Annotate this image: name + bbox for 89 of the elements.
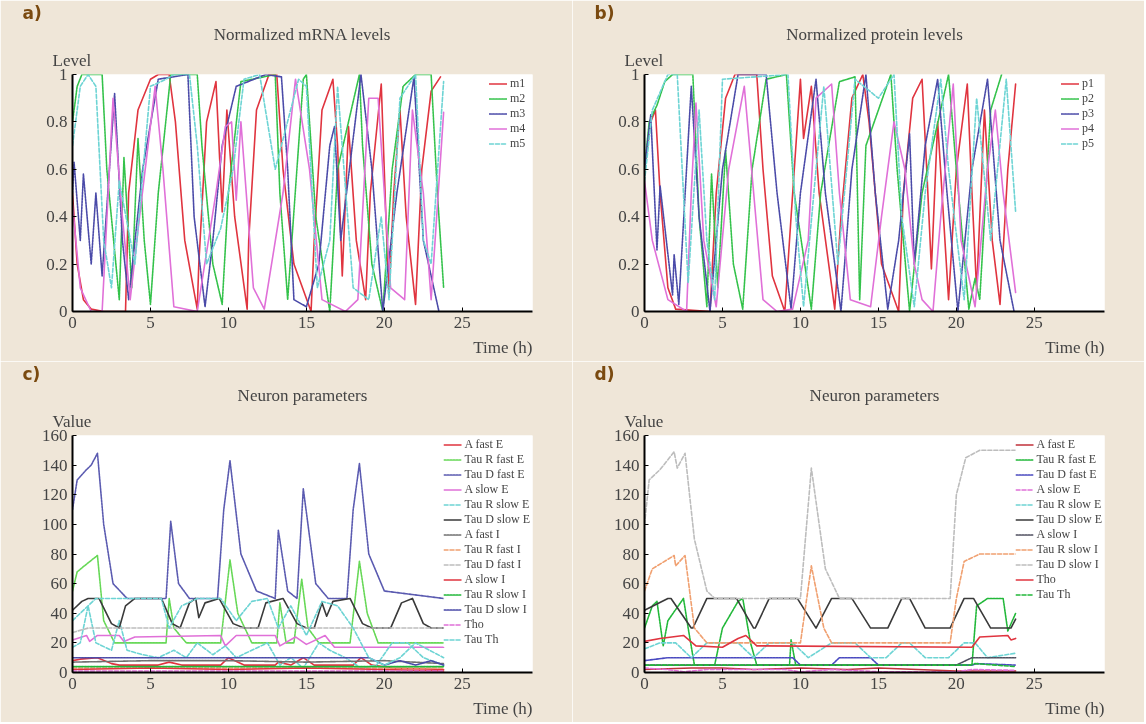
- chart-title: Normalized mRNA levels: [213, 24, 391, 44]
- legend-label: Tau R slow I: [464, 587, 527, 602]
- legend-label: Tau R slow E: [1036, 497, 1102, 512]
- y-tick-label: 140: [614, 455, 640, 475]
- legend-label: p5: [1082, 136, 1095, 151]
- x-tick-label: 5: [146, 673, 155, 693]
- y-tick-label: 40: [622, 603, 640, 623]
- legend-label: Tho: [1036, 572, 1057, 587]
- x-tick-label: 25: [453, 312, 471, 332]
- x-tick-label: 10: [791, 312, 809, 332]
- chart-title: Neuron parameters: [809, 385, 940, 405]
- y-tick-label: 0.2: [46, 254, 68, 274]
- legend-label: p3: [1082, 106, 1095, 121]
- x-tick-label: 25: [453, 673, 471, 693]
- y-tick-label: 100: [614, 514, 640, 534]
- text: d): [594, 363, 615, 384]
- x-tick-label: 20: [375, 673, 393, 693]
- legend-label: m4: [510, 121, 527, 136]
- x-tick-label: 25: [1025, 312, 1043, 332]
- x-tick-label: 15: [297, 673, 315, 693]
- x-tick-label: 20: [947, 673, 965, 693]
- legend-label: m5: [510, 136, 527, 151]
- legend-label: Tau Th: [464, 632, 499, 647]
- y-tick-label: 140: [42, 455, 68, 475]
- x-tick-label: 10: [219, 673, 237, 693]
- legend-label: A slow E: [464, 482, 509, 497]
- legend-label: Tho: [464, 617, 485, 632]
- legend-label: Tau R fast I: [464, 542, 521, 557]
- text: c): [22, 363, 41, 384]
- x-tick-label: 25: [1025, 673, 1043, 693]
- y-tick-label: 0.4: [46, 207, 68, 227]
- legend-label: Tau R fast E: [1036, 452, 1096, 467]
- legend-label: m1: [510, 76, 527, 91]
- x-axis-title: Time (h): [473, 337, 533, 357]
- legend-label: A slow I: [464, 572, 506, 587]
- legend-label: Tau D slow E: [464, 512, 530, 527]
- y-tick-label: 100: [42, 514, 68, 534]
- legend-label: Tau R slow E: [464, 497, 530, 512]
- y-tick-label: 80: [622, 544, 640, 564]
- x-tick-label: 15: [869, 673, 887, 693]
- legend-label: Tau D fast E: [464, 467, 525, 482]
- legend-label: p1: [1082, 76, 1095, 91]
- y-tick-label: 60: [622, 574, 640, 594]
- legend-label: A slow E: [1036, 482, 1081, 497]
- legend-label: A slow I: [1036, 527, 1078, 542]
- legend-label: Tau D fast E: [1036, 467, 1097, 482]
- legend-label: A fast E: [1036, 437, 1076, 452]
- x-axis-title: Time (h): [473, 698, 533, 718]
- x-tick-label: 10: [791, 673, 809, 693]
- y-tick-label: 60: [50, 574, 68, 594]
- x-axis-title: Time (h): [1045, 698, 1105, 718]
- x-axis-title: Time (h): [1045, 337, 1105, 357]
- y-tick-label: 0.8: [46, 112, 68, 132]
- chart-title: Neuron parameters: [237, 385, 368, 405]
- y-tick-label: 80: [50, 544, 68, 564]
- y-tick-label: 120: [42, 485, 68, 505]
- y-tick-label: 20: [50, 633, 68, 653]
- y-tick-label: 0.6: [46, 159, 68, 179]
- legend-label: p2: [1082, 91, 1095, 106]
- legend-label: m3: [510, 106, 527, 121]
- text: b): [594, 2, 615, 23]
- x-tick-label: 5: [146, 312, 155, 332]
- y-tick-label: 40: [50, 603, 68, 623]
- x-tick-label: 5: [718, 312, 727, 332]
- legend-label: Tau D fast I: [464, 557, 522, 572]
- legend-label: Tau R fast E: [464, 452, 524, 467]
- y-tick-label: 120: [614, 485, 640, 505]
- y-tick-label: 0.6: [618, 159, 640, 179]
- text: a): [22, 2, 42, 23]
- legend-label: m2: [510, 91, 527, 106]
- x-tick-label: 15: [297, 312, 315, 332]
- x-tick-label: 5: [718, 673, 727, 693]
- y-tick-label: 0.8: [618, 112, 640, 132]
- y-tick-label: 20: [622, 633, 640, 653]
- x-tick-label: 15: [869, 312, 887, 332]
- legend-label: p4: [1082, 121, 1095, 136]
- legend-label: A fast E: [464, 437, 504, 452]
- x-tick-label: 10: [219, 312, 237, 332]
- legend-label: A fast I: [464, 527, 500, 542]
- legend-label: Tau D slow I: [1036, 557, 1099, 572]
- legend-label: Tau D slow E: [1036, 512, 1102, 527]
- legend-label: Tau Th: [1036, 587, 1071, 602]
- legend-label: Tau R slow I: [1036, 542, 1099, 557]
- y-tick-label: 0.4: [618, 207, 640, 227]
- x-tick-label: 20: [375, 312, 393, 332]
- chart-title: Normalized protein levels: [786, 24, 963, 44]
- legend-label: Tau D slow I: [464, 602, 527, 617]
- x-tick-label: 20: [947, 312, 965, 332]
- y-tick-label: 0.2: [618, 254, 640, 274]
